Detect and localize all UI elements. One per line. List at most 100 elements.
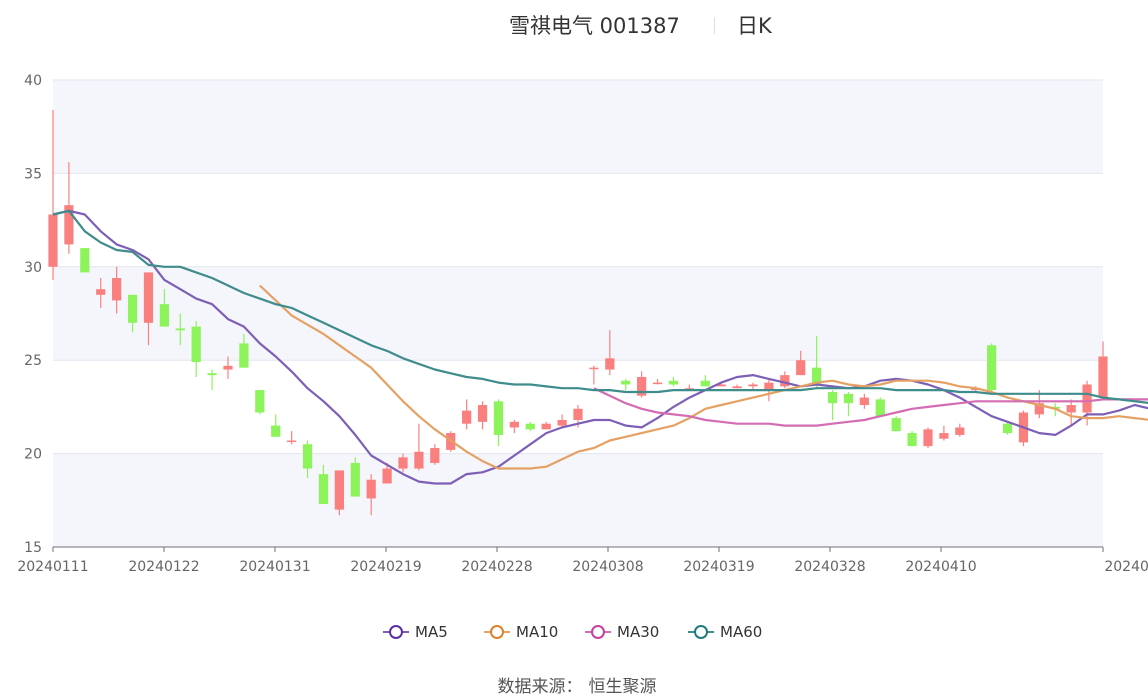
candle-body — [80, 248, 90, 273]
candle-body — [223, 365, 233, 370]
candle-body — [175, 328, 185, 331]
series-line-ma10 — [259, 284, 1148, 470]
candle-body — [939, 433, 949, 439]
x-tick-label: 20240219 — [350, 559, 421, 575]
legend-symbol-ma30-icon — [585, 623, 611, 641]
candle-body — [557, 419, 567, 426]
legend-symbol-ma10-icon — [484, 623, 510, 641]
candle-body — [716, 384, 726, 387]
candle-body — [462, 410, 472, 424]
data-source: 数据来源： 恒生聚源 — [0, 672, 1148, 697]
candle-body — [1098, 356, 1108, 398]
candle-body — [430, 447, 440, 463]
legend-item-ma30[interactable]: MA30 — [585, 621, 659, 643]
candle-body — [382, 468, 392, 484]
y-tick-label: 40 — [24, 73, 42, 89]
candle-body — [923, 429, 933, 447]
candle-body — [1082, 384, 1092, 413]
x-axis: 20240111 20240122 20240131 20240219 20240228… — [17, 546, 1148, 575]
candle-body — [350, 462, 360, 497]
title-row: 雪祺电气 001387 日K — [0, 8, 1148, 40]
candle-body — [112, 278, 122, 301]
series-line-ma5 — [52, 209, 1148, 485]
y-tick-label: 30 — [24, 260, 42, 276]
y-tick-label: 25 — [24, 353, 42, 369]
y-axis-ticks: 15 20 25 30 35 40 — [24, 73, 42, 556]
candle-body — [366, 479, 376, 499]
x-tick-label: 20240410 — [905, 559, 976, 575]
candle-body — [955, 427, 965, 435]
candle-body — [605, 358, 615, 370]
x-tick-label: 20240308 — [572, 559, 643, 575]
title-separator — [714, 17, 715, 34]
candle-body — [525, 423, 535, 430]
legend-item-ma5[interactable]: MA5 — [383, 621, 448, 643]
x-tick-label: 20240111 — [17, 559, 88, 575]
chart-title: 雪祺电气 001387 — [509, 14, 680, 38]
x-tick-label: 20240424 — [1104, 559, 1148, 575]
candle-body — [764, 382, 774, 391]
candle-body — [271, 425, 281, 437]
candle-body — [318, 474, 329, 505]
candle-body — [891, 418, 901, 432]
candle-body — [191, 326, 201, 363]
legend-symbol-ma5-icon — [383, 623, 409, 641]
candle-body — [812, 367, 822, 385]
candle-body — [414, 451, 424, 469]
x-tick-label: 20240319 — [683, 559, 754, 575]
candle-body — [700, 380, 710, 387]
candle-body — [637, 377, 647, 396]
candle-body — [732, 386, 742, 389]
legend-label-ma5: MA5 — [415, 623, 448, 641]
candle-body — [96, 289, 106, 295]
x-tick-label: 20240328 — [794, 559, 865, 575]
legend-item-ma60[interactable]: MA60 — [688, 621, 762, 643]
candle-body — [987, 345, 997, 391]
candle-body — [652, 382, 663, 385]
legend-label-ma10: MA10 — [516, 623, 559, 641]
candles — [48, 109, 1108, 516]
candle-body — [1066, 405, 1076, 413]
x-tick-label: 20240122 — [128, 559, 199, 575]
candle-body — [207, 373, 217, 376]
plot-band — [53, 453, 1103, 547]
candle-body — [684, 388, 694, 390]
candle-body — [239, 343, 249, 368]
candle-body — [748, 384, 758, 387]
candle-body — [859, 397, 869, 406]
chart-period: 日K — [737, 14, 772, 38]
candle-body — [398, 457, 408, 469]
candle-body — [493, 401, 504, 435]
candle-body — [159, 304, 169, 327]
candle-body — [827, 391, 838, 404]
candle-body — [127, 294, 138, 323]
plot-band — [53, 80, 1103, 174]
y-tick-label: 20 — [24, 447, 42, 463]
x-tick-label: 20240228 — [461, 559, 532, 575]
source-label: 数据来源： — [497, 677, 583, 697]
source-name: 恒生聚源 — [588, 677, 657, 697]
candle-body — [1002, 423, 1013, 434]
candle-body — [255, 390, 265, 413]
legend-item-ma10[interactable]: MA10 — [484, 621, 558, 643]
y-tick-label: 15 — [24, 540, 42, 556]
candle-body — [621, 380, 631, 385]
legend: MA5 MA10 MA30 MA60 — [0, 621, 1148, 643]
legend-label-ma30: MA30 — [617, 623, 660, 641]
candle-body — [541, 423, 551, 430]
candle-body — [143, 272, 154, 323]
candle-body — [796, 360, 806, 376]
candle-body — [302, 444, 313, 469]
candle-body — [477, 405, 488, 422]
candle-body — [780, 375, 790, 387]
candle-body — [907, 433, 917, 447]
candle-body — [875, 399, 885, 417]
plot-band — [53, 266, 1103, 361]
candle-body — [48, 214, 58, 267]
y-tick-label: 35 — [24, 166, 42, 182]
candle-body — [334, 470, 344, 510]
candle-body — [1034, 403, 1044, 415]
legend-label-ma60: MA60 — [720, 623, 763, 641]
grid-lines — [53, 79, 1103, 455]
